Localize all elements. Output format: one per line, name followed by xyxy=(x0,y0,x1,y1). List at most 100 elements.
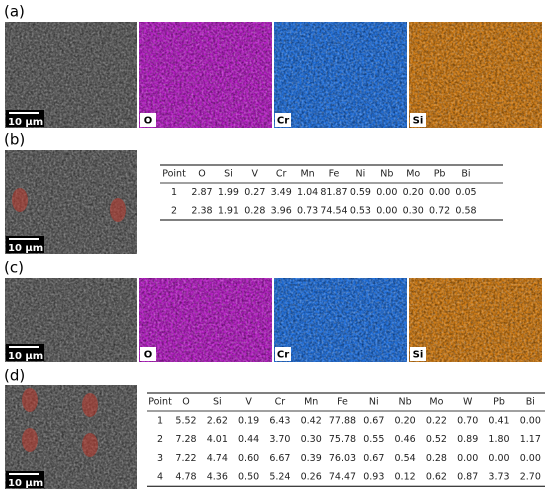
element-label-bg xyxy=(410,347,426,361)
scale-bar-bg xyxy=(6,471,44,488)
panel-label: (a) xyxy=(4,3,25,21)
table-cell: 1 xyxy=(157,415,163,426)
table-cell: 0.67 xyxy=(363,453,384,464)
particle xyxy=(82,433,98,457)
table-cell: 7.28 xyxy=(175,434,196,445)
table-cell: 0.27 xyxy=(244,187,265,198)
table-header: Pb xyxy=(434,169,446,180)
particle xyxy=(12,188,28,212)
table-cell: 4.78 xyxy=(175,472,196,483)
table-header: V xyxy=(245,397,252,408)
element-label: Si xyxy=(413,116,424,127)
table-cell: 1.99 xyxy=(218,187,239,198)
texture xyxy=(409,22,542,128)
table-cell: 0.00 xyxy=(376,206,397,217)
table-header: Ni xyxy=(356,169,366,180)
table-cell: 0.58 xyxy=(455,206,476,217)
table-cell: 3 xyxy=(157,453,163,464)
table-header: Mn xyxy=(300,169,314,180)
table-cell: 2.38 xyxy=(191,206,212,217)
table-cell: 4.01 xyxy=(207,434,228,445)
element-label-bg xyxy=(140,347,156,361)
table-cell: 3.96 xyxy=(271,206,292,217)
table-cell: 0.00 xyxy=(520,415,541,426)
table-cell: 1 xyxy=(171,187,177,198)
table-cell: 0.72 xyxy=(429,206,450,217)
element-label-bg xyxy=(140,113,156,127)
table-cell: 0.55 xyxy=(363,434,384,445)
element-label: Cr xyxy=(277,116,289,127)
element-label: Cr xyxy=(277,350,289,361)
table-cell: 2.87 xyxy=(191,187,212,198)
particle xyxy=(82,393,98,417)
texture xyxy=(139,278,272,362)
table-header: Point xyxy=(162,169,186,180)
table-cell: 0.39 xyxy=(301,453,322,464)
table-header: W xyxy=(463,397,473,408)
texture xyxy=(409,278,542,362)
table-cell: 0.44 xyxy=(238,434,259,445)
table-cell: 1.80 xyxy=(488,434,509,445)
scale-bar-bg xyxy=(6,110,44,127)
table-header: Bi xyxy=(461,169,470,180)
table-header: V xyxy=(252,169,259,180)
table-cell: 7.22 xyxy=(175,453,196,464)
table-cell: 0.12 xyxy=(395,472,416,483)
texture xyxy=(139,22,272,128)
table-cell: 74.47 xyxy=(329,472,356,483)
texture xyxy=(274,278,407,362)
table-cell: 4.36 xyxy=(207,472,228,483)
scale-bar-bg xyxy=(6,236,44,253)
table-cell: 0.28 xyxy=(426,453,447,464)
table-cell: 3.70 xyxy=(269,434,290,445)
table-cell: 5.52 xyxy=(175,415,196,426)
table-cell: 2 xyxy=(157,434,163,445)
table-header: Fe xyxy=(337,397,348,408)
table-cell: 0.20 xyxy=(395,415,416,426)
table-cell: 0.30 xyxy=(301,434,322,445)
table-header: Cr xyxy=(276,169,287,180)
table-cell: 2.70 xyxy=(520,472,541,483)
element-label: O xyxy=(144,350,153,361)
table-cell: 77.88 xyxy=(329,415,356,426)
element-label-bg xyxy=(275,113,291,127)
table-cell: 0.60 xyxy=(238,453,259,464)
table-cell: 0.59 xyxy=(350,187,371,198)
table-cell: 4.74 xyxy=(207,453,228,464)
table-cell: 75.78 xyxy=(329,434,356,445)
table-cell: 0.70 xyxy=(457,415,478,426)
panel-label: (b) xyxy=(4,131,25,149)
table-header: Nb xyxy=(380,169,393,180)
table-header: Nb xyxy=(399,397,412,408)
element-label-bg xyxy=(410,113,426,127)
table-cell: 76.03 xyxy=(329,453,356,464)
panel-label: (c) xyxy=(4,259,24,277)
scale-bar-bg xyxy=(6,344,44,361)
table-cell: 0.26 xyxy=(301,472,322,483)
table-cell: 0.52 xyxy=(426,434,447,445)
table-header: Si xyxy=(213,397,222,408)
table-cell: 0.22 xyxy=(426,415,447,426)
table-cell: 0.05 xyxy=(455,187,476,198)
table-header: Ni xyxy=(369,397,379,408)
table-cell: 1.91 xyxy=(218,206,239,217)
table-cell: 0.89 xyxy=(457,434,478,445)
table-cell: 0.93 xyxy=(363,472,384,483)
table-cell: 0.53 xyxy=(350,206,371,217)
table-header: Mo xyxy=(406,169,420,180)
table-cell: 0.41 xyxy=(488,415,509,426)
panel-label: (d) xyxy=(4,367,25,385)
table-cell: 0.00 xyxy=(376,187,397,198)
element-label: Si xyxy=(413,350,424,361)
element-label: O xyxy=(144,116,153,127)
table-cell: 6.67 xyxy=(269,453,290,464)
table-cell: 5.24 xyxy=(269,472,290,483)
table-header: Point xyxy=(148,397,172,408)
table-cell: 0.67 xyxy=(363,415,384,426)
table-cell: 0.28 xyxy=(244,206,265,217)
particle xyxy=(22,428,38,452)
particle xyxy=(22,388,38,412)
table-cell: 0.30 xyxy=(403,206,424,217)
table-cell: 0.19 xyxy=(238,415,259,426)
